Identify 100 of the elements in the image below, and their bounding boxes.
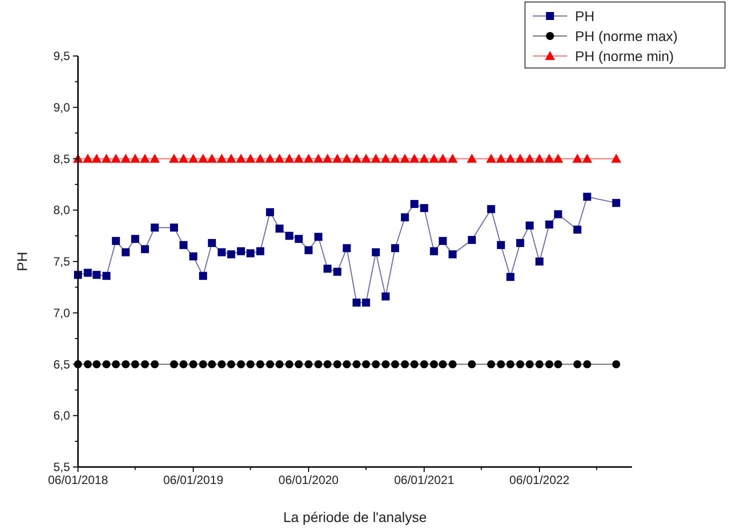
point bbox=[342, 244, 351, 252]
point bbox=[284, 154, 294, 163]
point bbox=[140, 360, 149, 368]
point bbox=[468, 236, 476, 244]
point bbox=[102, 360, 110, 368]
point bbox=[189, 252, 198, 260]
point bbox=[236, 154, 246, 163]
y-tick-label: 6,0 bbox=[53, 408, 70, 423]
point bbox=[380, 154, 391, 163]
point bbox=[612, 360, 620, 368]
point bbox=[342, 154, 352, 163]
point bbox=[140, 245, 149, 254]
point bbox=[420, 360, 428, 368]
x-tick-label: 06/01/2020 bbox=[278, 473, 339, 487]
point bbox=[466, 154, 477, 163]
point bbox=[534, 154, 544, 163]
point bbox=[304, 154, 314, 163]
point bbox=[122, 248, 130, 256]
point bbox=[199, 360, 208, 368]
point bbox=[131, 234, 140, 243]
point bbox=[391, 360, 400, 368]
point bbox=[582, 154, 592, 163]
point bbox=[515, 154, 526, 163]
point bbox=[122, 360, 130, 368]
y-tick-label: 8,0 bbox=[53, 203, 70, 218]
point bbox=[583, 360, 592, 368]
point bbox=[313, 154, 324, 163]
point bbox=[544, 154, 554, 163]
point bbox=[304, 360, 313, 368]
point bbox=[208, 239, 216, 248]
point bbox=[276, 360, 284, 368]
point bbox=[361, 154, 372, 163]
point bbox=[324, 360, 332, 368]
point bbox=[208, 360, 216, 368]
legend-label: PH bbox=[575, 8, 594, 24]
point bbox=[438, 154, 448, 163]
point bbox=[468, 360, 476, 368]
point bbox=[294, 234, 303, 243]
point bbox=[486, 154, 496, 163]
point bbox=[506, 360, 514, 368]
point bbox=[516, 360, 524, 368]
point bbox=[612, 198, 620, 207]
point bbox=[448, 360, 457, 368]
point bbox=[448, 250, 457, 258]
point bbox=[420, 204, 428, 212]
point bbox=[188, 154, 198, 163]
point bbox=[342, 360, 351, 368]
point bbox=[206, 154, 217, 163]
point bbox=[526, 222, 534, 230]
point bbox=[554, 210, 562, 218]
point bbox=[419, 154, 430, 163]
point bbox=[84, 360, 92, 368]
point bbox=[573, 226, 582, 234]
point bbox=[352, 360, 361, 368]
point bbox=[178, 154, 188, 163]
point bbox=[216, 154, 227, 163]
point bbox=[372, 248, 380, 256]
point bbox=[112, 360, 120, 368]
y-tick-label: 8,5 bbox=[53, 152, 70, 166]
point bbox=[265, 154, 276, 163]
point bbox=[294, 154, 304, 163]
point bbox=[170, 360, 178, 368]
point bbox=[189, 360, 198, 368]
point bbox=[266, 208, 274, 216]
point bbox=[496, 241, 505, 250]
point bbox=[198, 154, 208, 163]
point bbox=[583, 192, 592, 201]
legend-label: PH (norme max) bbox=[575, 28, 678, 44]
point bbox=[150, 224, 159, 232]
point bbox=[505, 154, 516, 163]
x-tick-label: 06/01/2019 bbox=[163, 473, 224, 487]
point bbox=[150, 154, 160, 163]
point bbox=[179, 360, 188, 368]
point bbox=[169, 154, 180, 163]
point bbox=[516, 239, 524, 248]
point bbox=[487, 360, 496, 368]
point bbox=[92, 360, 101, 368]
point bbox=[448, 154, 458, 163]
point bbox=[524, 154, 535, 163]
y-tick-label: 9,5 bbox=[53, 49, 70, 63]
point bbox=[400, 154, 410, 163]
point bbox=[430, 360, 438, 368]
x-axis-title: La période de l'analyse bbox=[283, 509, 427, 525]
point bbox=[92, 154, 102, 163]
point bbox=[362, 360, 370, 368]
point bbox=[553, 154, 564, 163]
point bbox=[438, 236, 447, 245]
point bbox=[410, 360, 418, 368]
point bbox=[266, 360, 274, 368]
x-tick-label: 06/01/2022 bbox=[509, 473, 570, 487]
point bbox=[438, 360, 447, 368]
y-axis-title: PH bbox=[14, 252, 30, 272]
point bbox=[496, 154, 506, 163]
point bbox=[409, 154, 420, 163]
point bbox=[226, 154, 236, 163]
point bbox=[130, 154, 140, 163]
point bbox=[294, 360, 303, 368]
point bbox=[506, 272, 514, 281]
point bbox=[322, 154, 333, 163]
point bbox=[131, 360, 140, 368]
